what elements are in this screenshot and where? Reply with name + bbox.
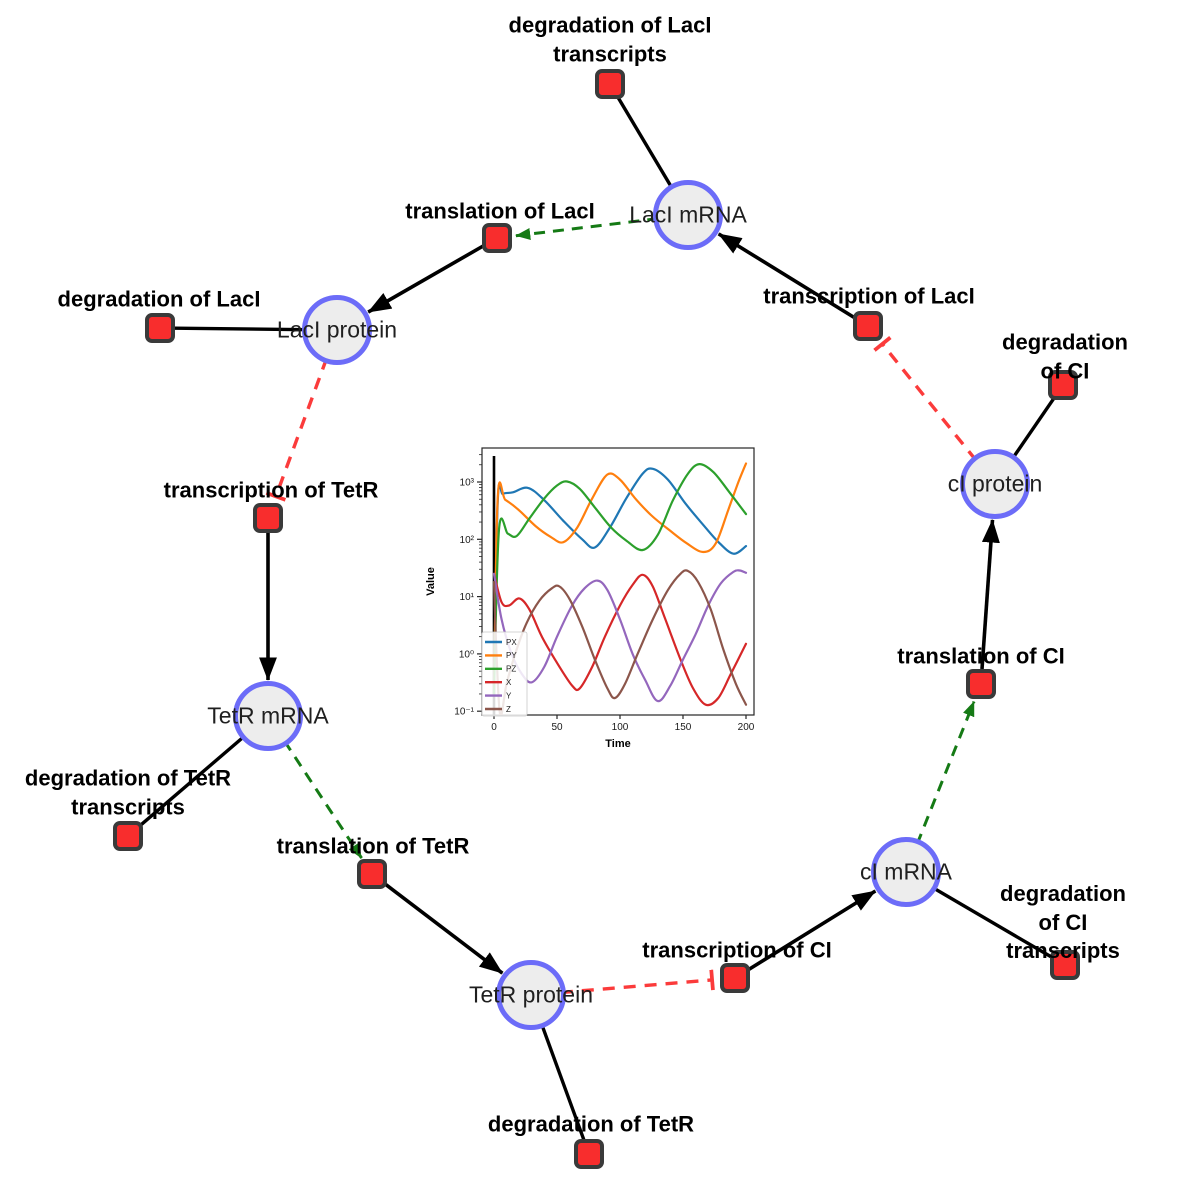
edge-modifier-tetr-mrna-to-translation-tetr (283, 740, 363, 859)
edge-production-tx-ci-to-ci-mrna (746, 889, 877, 972)
y-tick-label: 10⁻¹ (454, 707, 474, 718)
reaction-node-translation-ci[interactable] (966, 669, 996, 699)
reaction-node-deg-ci[interactable] (1048, 370, 1078, 400)
species-label-ci-protein: cI protein (947, 470, 1043, 497)
x-tick-label: 50 (551, 722, 563, 733)
edge-modifier-laci-mrna-to-translation-laci (515, 217, 659, 240)
reaction-label-tx-tetr: transcription of TetR (163, 477, 379, 503)
series-curve-PZ (492, 463, 748, 696)
reaction-label-deg-ci-tx: degradation of CI transcripts (1000, 881, 1126, 964)
reaction-node-tx-tetr[interactable] (253, 503, 283, 533)
species-node-tetr-mrna[interactable] (233, 681, 303, 751)
x-tick-label: 150 (675, 722, 692, 733)
reaction-node-deg-laci-tx[interactable] (595, 69, 625, 99)
reaction-node-translation-laci[interactable] (482, 223, 512, 253)
reaction-node-deg-tetr[interactable] (574, 1139, 604, 1169)
edge-consumption-ci-mrna-to-deg-ci-tx (931, 885, 1053, 959)
reaction-label-tx-ci: transcription of CI (642, 937, 832, 963)
reaction-node-deg-ci-tx[interactable] (1050, 950, 1080, 980)
x-tick-label: 100 (612, 722, 629, 733)
edge-modifier-ci-mrna-to-translation-ci (915, 701, 976, 845)
species-label-tetr-protein: TetR protein (468, 981, 594, 1008)
y-tick-label: 10² (460, 535, 475, 546)
reaction-node-deg-tetr-tx[interactable] (113, 821, 143, 851)
edge-consumption-laci-mrna-to-deg-laci-tx (616, 96, 675, 191)
species-node-tetr-protein[interactable] (496, 960, 566, 1030)
reaction-label-translation-ci: translation of CI (897, 643, 1065, 669)
reaction-label-translation-tetr: translation of TetR (276, 833, 470, 859)
species-node-ci-protein[interactable] (960, 449, 1030, 519)
reaction-label-deg-laci-tx: degradation of LacI transcripts (508, 12, 712, 66)
timecourse-chart: 0 50 100 150 200 10³ 10² 10¹ 10⁰ 10⁻¹ Time Value PX P… (425, 447, 755, 750)
series-curve-PX (492, 467, 748, 696)
reaction-label-deg-ci: degradation of CI (1002, 329, 1128, 383)
legend-label-Y: Y (506, 691, 512, 700)
species-label-tetr-mrna: TetR mRNA (207, 702, 329, 729)
reaction-label-deg-laci: degradation of LacI (57, 286, 261, 312)
edge-inhibition-laci-protein-to-tx-tetr (265, 357, 329, 502)
species-label-laci-mrna: LacI mRNA (629, 201, 747, 228)
edge-consumption-tetr-mrna-to-deg-tetr-tx (138, 734, 247, 828)
edge-consumption-ci-protein-to-deg-ci (1010, 396, 1056, 461)
legend-label-X: X (506, 678, 512, 687)
reaction-node-deg-laci[interactable] (145, 313, 175, 343)
legend-box (481, 631, 528, 717)
edge-production-translation-tetr-to-tetr-protein (382, 881, 504, 975)
legend-label-PZ: PZ (506, 665, 516, 674)
legend-label-PY: PY (506, 651, 517, 660)
y-tick-label: 10¹ (460, 592, 475, 603)
timecourse-plot: 0 50 100 150 200 10³ 10² 10¹ 10⁰ 10⁻¹ Time Value PX P… (422, 436, 770, 762)
edge-production-tx-laci-to-laci-mrna (717, 232, 857, 320)
edge-consumption-laci-protein-to-deg-laci (174, 326, 308, 332)
x-tick-label: 200 (738, 722, 755, 733)
reaction-label-translation-laci: translation of LacI (405, 198, 595, 224)
series-curve-Y (492, 569, 748, 703)
reaction-node-tx-laci[interactable] (853, 311, 883, 341)
reaction-node-tx-ci[interactable] (720, 963, 750, 993)
legend-label-PX: PX (506, 638, 517, 647)
reaction-label-deg-tetr-tx: degradation of TetR transcripts (24, 765, 232, 819)
species-label-laci-protein: LacI protein (276, 316, 398, 343)
y-axis-label: Value (425, 567, 437, 596)
reaction-label-tx-laci: transcription of LacI (763, 283, 975, 309)
y-tick-label: 10³ (460, 478, 475, 489)
series-curve-PY (492, 462, 748, 696)
reaction-label-deg-tetr: degradation of TetR (487, 1111, 695, 1137)
edge-inhibition-ci-protein-to-tx-laci (873, 336, 978, 462)
x-axis-label: Time (605, 738, 630, 750)
edge-production-translation-laci-to-laci-protein (367, 243, 485, 314)
edge-consumption-tetr-protein-to-deg-tetr (539, 1022, 586, 1141)
species-node-laci-mrna[interactable] (653, 180, 723, 250)
x-tick-label: 0 (491, 722, 497, 733)
species-label-ci-mrna: cI mRNA (860, 858, 952, 885)
species-node-laci-protein[interactable] (302, 295, 372, 365)
legend-label-Z: Z (506, 705, 511, 714)
edge-production-translation-ci-to-ci-protein (980, 519, 1000, 670)
series-curve-X (492, 572, 748, 707)
reaction-node-translation-tetr[interactable] (357, 859, 387, 889)
y-tick-label: 10⁰ (459, 649, 474, 660)
edge-inhibition-tetr-protein-to-tx-ci (560, 969, 715, 995)
species-node-ci-mrna[interactable] (871, 837, 941, 907)
